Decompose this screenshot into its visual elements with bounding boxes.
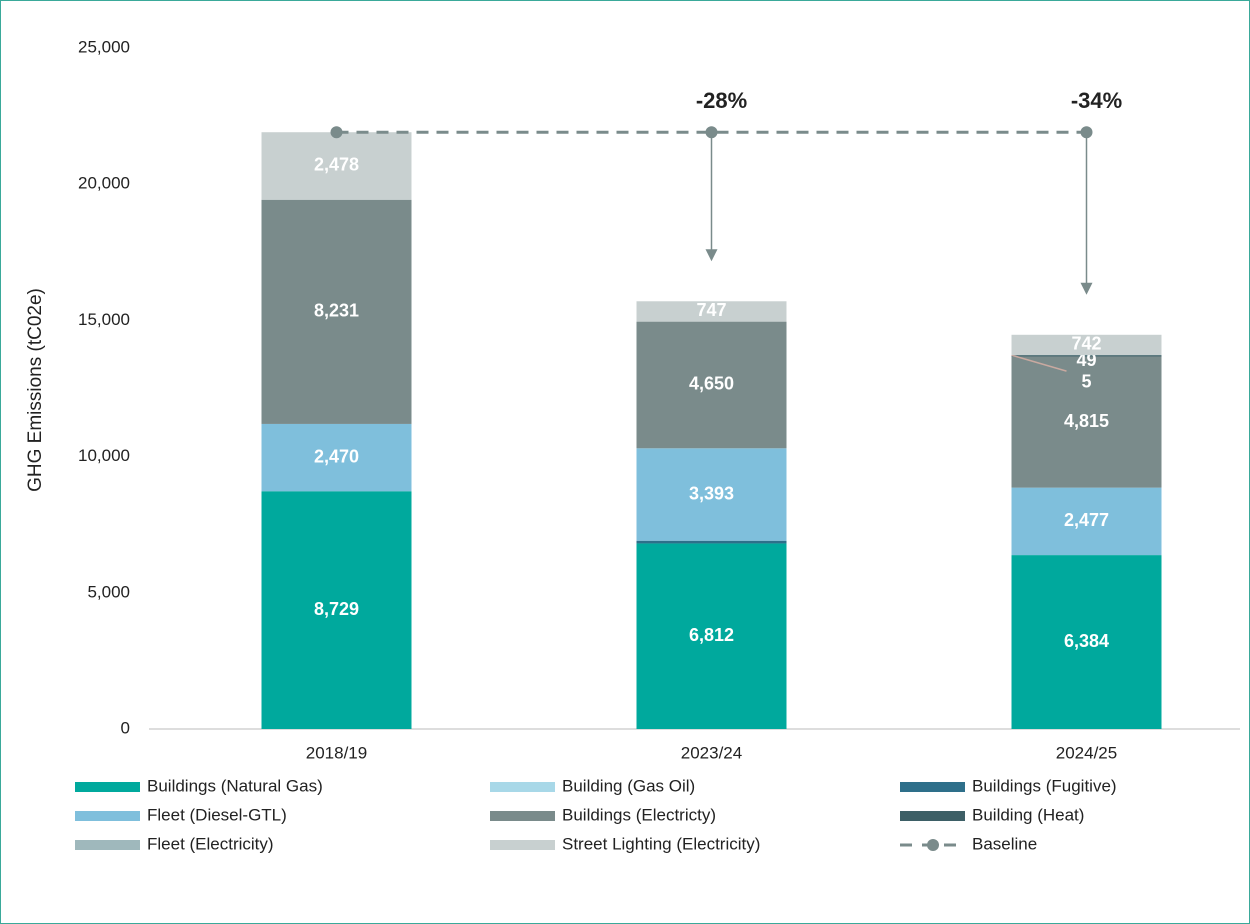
legend-label: Building (Gas Oil): [562, 776, 695, 795]
legend-swatch: [75, 840, 140, 850]
bar-segment: [636, 543, 787, 729]
data-label: 2,478: [314, 155, 359, 175]
legend-label: Building (Heat): [972, 805, 1084, 824]
bar-segment: [1011, 555, 1162, 729]
x-tick-label: 2018/19: [306, 743, 367, 762]
y-tick-label: 15,000: [78, 310, 130, 329]
baseline-point: [330, 126, 343, 139]
y-tick-label: 10,000: [78, 446, 130, 465]
y-tick-label: 20,000: [78, 174, 130, 193]
legend-swatch: [490, 840, 555, 850]
legend-swatch: [490, 782, 555, 792]
data-label: 6,384: [1064, 631, 1109, 651]
reduction-arrowhead: [705, 249, 718, 262]
x-tick-label: 2024/25: [1056, 743, 1117, 762]
data-label: 6,812: [689, 625, 734, 645]
legend-label: Fleet (Electricity): [147, 834, 274, 853]
data-label: 8,729: [314, 599, 359, 619]
baseline-point: [705, 126, 718, 139]
x-tick-label: 2023/24: [681, 743, 742, 762]
bar-segment: [1011, 487, 1162, 556]
legend-swatch: [900, 782, 965, 792]
reduction-label: -28%: [696, 88, 747, 113]
bar-segment: [261, 132, 412, 200]
bar-segment: [636, 448, 787, 541]
data-label: 742: [1071, 334, 1101, 354]
legend-label: Fleet (Diesel-GTL): [147, 805, 287, 824]
bar-segment: [636, 540, 787, 544]
bar-segment: [1011, 334, 1162, 355]
legend-label: Baseline: [972, 834, 1037, 853]
data-label: 3,393: [689, 483, 734, 503]
y-tick-label: 5,000: [87, 582, 130, 601]
legend-label: Buildings (Natural Gas): [147, 776, 323, 795]
legend-label: Buildings (Electricty): [562, 805, 716, 824]
baseline-point: [1080, 126, 1093, 139]
legend-swatch: [75, 811, 140, 821]
data-label: 4,650: [689, 374, 734, 394]
reduction-label: -34%: [1071, 88, 1122, 113]
data-label: 5: [1081, 372, 1091, 392]
reduction-arrowhead: [1080, 282, 1093, 295]
legend-marker: [927, 839, 939, 851]
bar-segment: [261, 199, 412, 424]
data-label: 2,477: [1064, 510, 1109, 530]
bar-segment: [1011, 355, 1162, 357]
data-label: 4,815: [1064, 411, 1109, 431]
y-axis-title: GHG Emissions (tC02e): [25, 288, 46, 492]
legend-label: Street Lighting (Electricity): [562, 834, 760, 853]
legend-swatch: [490, 811, 555, 821]
bar-segment: [636, 301, 787, 322]
bar-segment: [636, 321, 787, 449]
y-tick-label: 25,000: [78, 37, 130, 56]
bar-segment: [261, 491, 412, 729]
legend-swatch: [75, 782, 140, 792]
bar-segment: [1011, 356, 1162, 488]
y-tick-label: 0: [121, 718, 130, 737]
legend-swatch: [900, 811, 965, 821]
data-label: 747: [696, 300, 726, 320]
leader-line: [1011, 354, 1067, 372]
bar-segment: [261, 423, 412, 492]
data-label: 8,231: [314, 301, 359, 321]
legend-label: Buildings (Fugitive): [972, 776, 1117, 795]
data-label: 2,470: [314, 446, 359, 466]
